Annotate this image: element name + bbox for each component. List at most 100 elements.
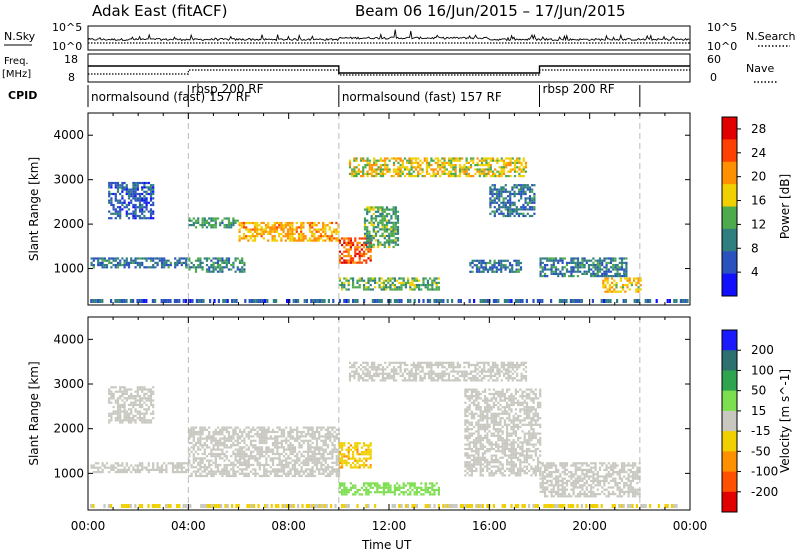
data-cell	[517, 452, 520, 455]
data-cell	[367, 482, 370, 485]
data-cell	[469, 157, 473, 160]
data-cell	[546, 264, 549, 267]
data-cell	[501, 467, 504, 470]
data-cell	[123, 406, 126, 409]
data-cell	[136, 471, 139, 474]
data-cell	[429, 288, 432, 291]
data-cell	[363, 288, 366, 291]
data-cell	[267, 446, 270, 449]
data-cell	[471, 261, 474, 265]
data-cell	[530, 399, 533, 402]
data-cell	[203, 450, 206, 453]
data-cell	[398, 488, 401, 492]
data-cell	[311, 224, 314, 227]
data-cell	[490, 432, 493, 435]
data-cell	[506, 190, 510, 193]
data-cell	[501, 463, 504, 466]
data-cell	[243, 468, 246, 471]
data-cell	[414, 159, 418, 162]
data-cell	[522, 203, 525, 207]
data-cell	[291, 430, 294, 434]
data-cell	[143, 195, 146, 198]
data-cell	[504, 197, 507, 200]
data-cell	[116, 184, 120, 187]
data-cell	[345, 288, 348, 291]
data-cell	[481, 425, 484, 429]
data-cell	[114, 217, 117, 220]
data-cell	[464, 401, 467, 404]
data-cell	[227, 446, 231, 449]
data-cell	[331, 470, 334, 473]
data-cell	[367, 491, 370, 494]
data-cell	[408, 161, 411, 164]
data-cell	[557, 261, 560, 264]
data-cell	[147, 464, 150, 467]
data-cell	[514, 299, 517, 303]
data-cell	[510, 425, 513, 429]
data-cell	[470, 465, 473, 468]
data-cell	[285, 437, 288, 440]
data-cell	[410, 175, 413, 178]
data-cell	[480, 266, 483, 269]
data-cell	[154, 261, 157, 264]
data-cell	[426, 286, 429, 289]
data-cell	[511, 168, 514, 171]
data-cell	[524, 199, 527, 202]
data-cell	[190, 433, 193, 436]
data-cell	[488, 474, 491, 477]
data-cell	[464, 392, 467, 396]
data-cell	[260, 455, 264, 458]
data-cell	[289, 430, 292, 434]
data-cell	[487, 161, 490, 164]
data-cell	[484, 461, 487, 464]
data-cell	[212, 444, 215, 447]
data-cell	[295, 239, 298, 242]
data-cell	[415, 286, 418, 289]
data-cell	[543, 268, 547, 271]
data-cell	[121, 390, 124, 393]
data-cell	[341, 466, 344, 469]
data-cell	[525, 443, 529, 446]
data-cell	[197, 264, 200, 267]
data-cell	[289, 468, 292, 471]
data-cell	[396, 226, 400, 229]
data-cell	[214, 430, 217, 434]
data-cell	[464, 465, 467, 468]
data-cell	[528, 410, 531, 413]
data-cell	[607, 268, 610, 271]
data-cell	[415, 493, 418, 496]
data-cell	[125, 388, 128, 391]
data-cell	[475, 392, 478, 396]
data-cell	[489, 206, 492, 209]
data-cell	[219, 428, 222, 431]
data-cell	[510, 461, 513, 464]
data-cell	[258, 441, 261, 445]
data-cell	[396, 217, 400, 220]
data-cell	[221, 270, 224, 273]
data-cell	[498, 190, 501, 193]
data-cell	[392, 241, 395, 244]
data-cell	[190, 450, 193, 453]
data-cell	[519, 467, 522, 470]
data-cell	[514, 450, 517, 453]
data-cell	[347, 248, 350, 251]
data-cell	[347, 450, 350, 454]
data-cell	[501, 390, 504, 393]
data-cell	[635, 277, 638, 280]
data-cell	[227, 472, 231, 475]
data-cell	[523, 458, 526, 462]
data-cell	[517, 214, 521, 218]
data-cell	[368, 166, 371, 169]
data-cell	[275, 221, 279, 225]
data-cell	[349, 261, 352, 264]
data-cell	[590, 259, 593, 262]
data-cell	[565, 270, 569, 273]
data-cell	[214, 437, 217, 440]
data-cell	[278, 468, 281, 471]
data-cell	[397, 172, 400, 175]
data-cell	[468, 469, 471, 473]
data-cell	[302, 239, 305, 242]
data-cell	[114, 419, 117, 422]
data-cell	[256, 446, 259, 449]
data-cell	[230, 439, 233, 442]
